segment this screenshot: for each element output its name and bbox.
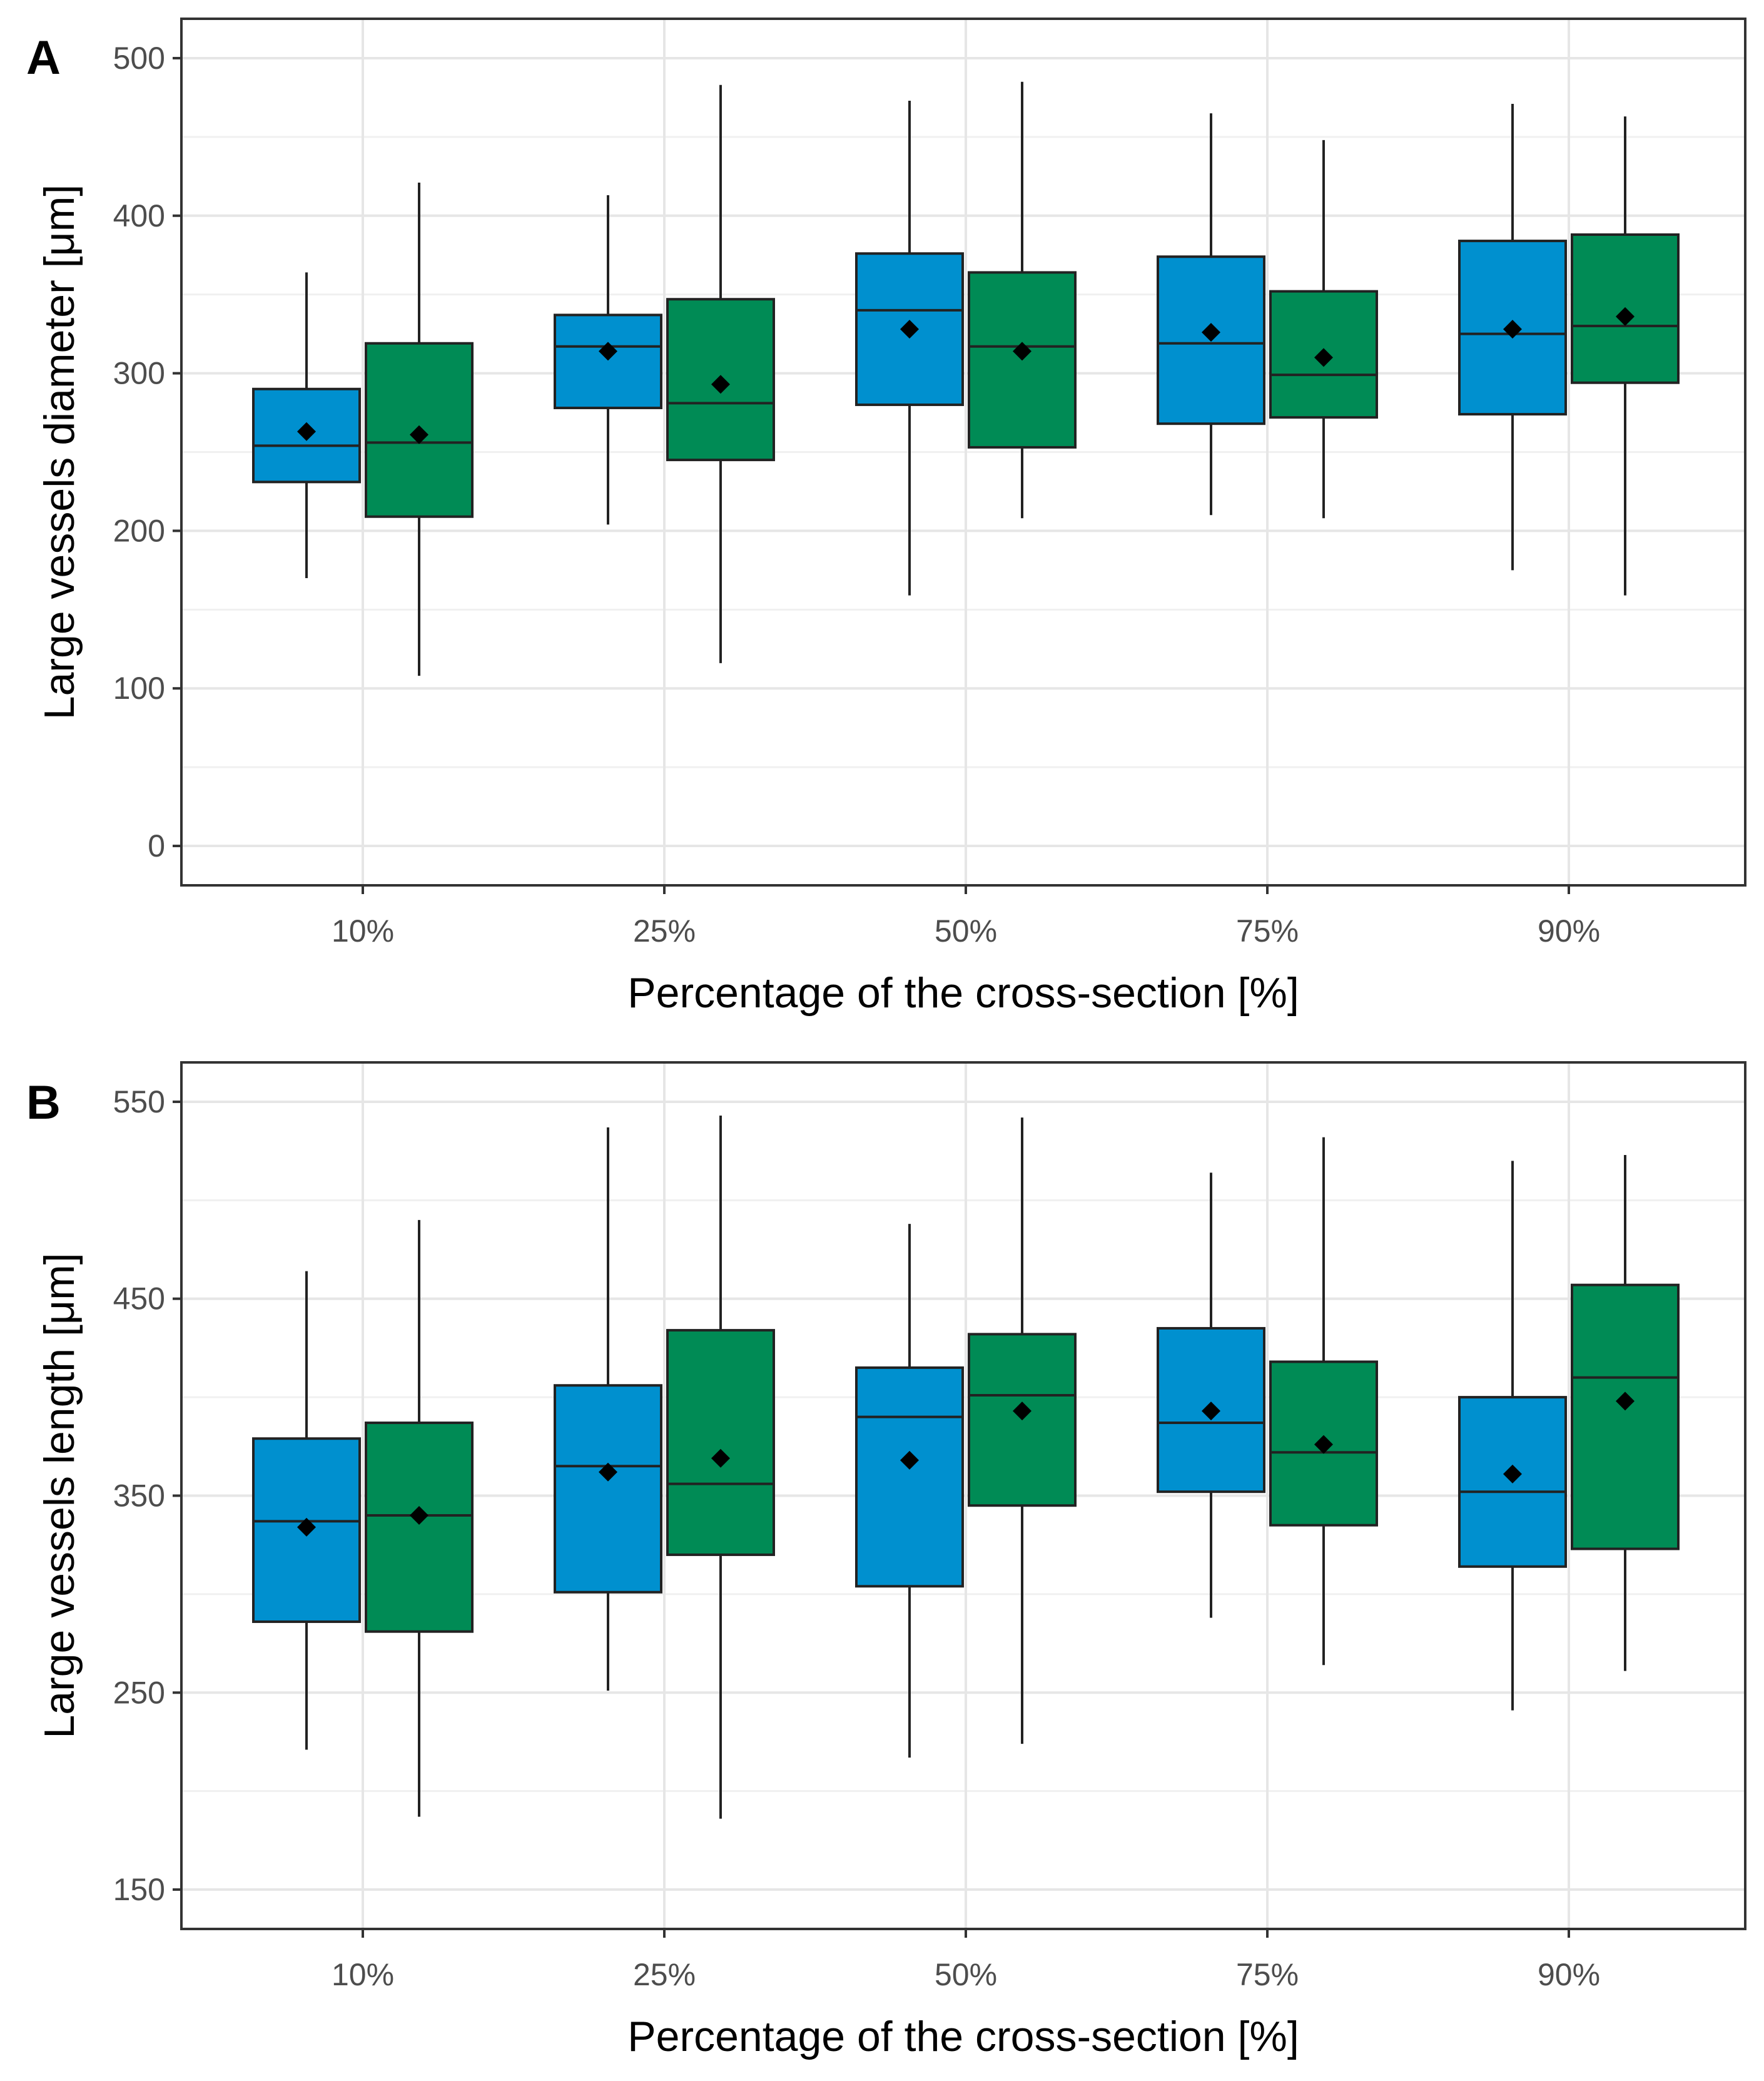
x-tick-label: 50% xyxy=(935,913,997,949)
mean-marker xyxy=(900,1450,919,1470)
mean-marker xyxy=(900,320,919,339)
mean-marker xyxy=(297,1517,316,1537)
box-body xyxy=(554,313,662,409)
y-tick-label: 550 xyxy=(113,1084,165,1119)
mean-marker xyxy=(297,422,316,441)
mean-marker xyxy=(1616,307,1635,326)
box-10pct-series-2 xyxy=(365,182,474,676)
box-10pct-series-2 xyxy=(365,1219,474,1817)
y-tick-label: 250 xyxy=(113,1675,165,1710)
x-axis-title: Percentage of the cross-section [%] xyxy=(627,2013,1299,2060)
chart-panel-a: 0 100 200 300 400 500 10% 25% 50% 75% 90% Percentag… xyxy=(26,18,1746,1017)
box-body xyxy=(365,1422,474,1633)
box-75pct-series-1 xyxy=(1157,1173,1265,1618)
panel-border xyxy=(180,18,1746,887)
box-body xyxy=(252,387,361,484)
box-75pct-series-1 xyxy=(1157,113,1265,516)
y-tick-label: 0 xyxy=(148,828,165,863)
box-25pct-series-1 xyxy=(554,195,662,525)
box-body xyxy=(554,1384,662,1594)
y-tick-label: 300 xyxy=(113,356,165,391)
box-25pct-series-2 xyxy=(666,1115,775,1819)
box-50pct-series-1 xyxy=(855,100,964,596)
box-90pct-series-2 xyxy=(1571,116,1680,596)
y-tick-label: 400 xyxy=(113,198,165,233)
x-tick-label: 75% xyxy=(1236,913,1299,949)
box-body xyxy=(666,1329,775,1556)
y-tick-label: 100 xyxy=(113,671,165,706)
mean-marker xyxy=(1013,1402,1032,1421)
box-75pct-series-2 xyxy=(1269,140,1378,519)
mean-marker xyxy=(1013,342,1032,361)
mean-marker xyxy=(711,1448,730,1468)
y-tick-label: 150 xyxy=(113,1872,165,1907)
x-tick-label: 10% xyxy=(332,1957,394,1992)
x-tick-label: 10% xyxy=(332,913,394,949)
y-tick-label: 500 xyxy=(113,41,165,76)
panel-label: A xyxy=(26,31,61,84)
x-tick-label: 50% xyxy=(935,1957,997,1992)
box-body xyxy=(855,1366,964,1588)
mean-marker xyxy=(1314,1435,1333,1454)
y-tick-label: 200 xyxy=(113,513,165,548)
mean-marker xyxy=(410,1505,428,1525)
mean-marker xyxy=(1616,1392,1635,1411)
box-body xyxy=(968,271,1077,449)
x-tick-label: 25% xyxy=(633,1957,696,1992)
x-tick-label: 90% xyxy=(1538,913,1600,949)
y-axis-title: Large vessels length [μm] xyxy=(36,1253,83,1738)
box-10pct-series-1 xyxy=(252,272,361,578)
box-25pct-series-1 xyxy=(554,1127,662,1691)
mean-marker xyxy=(1202,323,1220,342)
box-90pct-series-2 xyxy=(1571,1154,1680,1671)
mean-marker xyxy=(711,375,730,394)
box-90pct-series-1 xyxy=(1458,103,1567,571)
box-50pct-series-2 xyxy=(968,1117,1077,1744)
mean-marker xyxy=(410,425,428,444)
box-50pct-series-2 xyxy=(968,81,1077,519)
mean-marker xyxy=(599,1462,617,1482)
box-body xyxy=(365,342,474,518)
x-tick-label: 75% xyxy=(1236,1957,1299,1992)
chart-panel-b: 150 250 350 450 550 10% 25% 50% 75% 90% Percentage… xyxy=(26,1061,1746,2060)
mean-marker xyxy=(1503,1464,1522,1483)
x-axis-title: Percentage of the cross-section [%] xyxy=(627,969,1299,1017)
box-90pct-series-1 xyxy=(1458,1161,1567,1711)
panel-label: B xyxy=(26,1076,61,1129)
mean-marker xyxy=(1503,320,1522,339)
mean-marker xyxy=(1202,1402,1220,1421)
box-50pct-series-1 xyxy=(855,1224,964,1758)
box-25pct-series-2 xyxy=(666,84,775,663)
mean-marker xyxy=(599,342,617,361)
y-axis-title: Large vessels diameter [μm] xyxy=(36,185,83,720)
box-10pct-series-1 xyxy=(252,1271,361,1750)
x-tick-label: 25% xyxy=(633,913,696,949)
box-75pct-series-2 xyxy=(1269,1137,1378,1666)
y-tick-label: 450 xyxy=(113,1281,165,1316)
box-body xyxy=(1571,1283,1680,1550)
mean-marker xyxy=(1314,348,1333,367)
y-tick-label: 350 xyxy=(113,1478,165,1514)
x-tick-label: 90% xyxy=(1538,1957,1600,1992)
